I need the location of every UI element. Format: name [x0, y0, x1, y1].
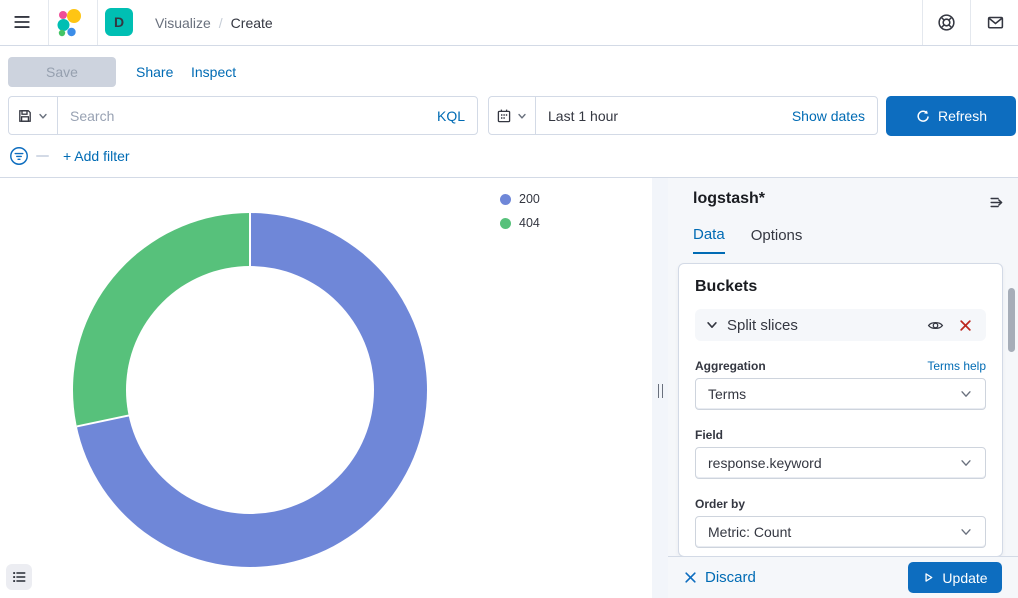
- index-pattern-title: logstash*: [693, 190, 766, 207]
- date-quick-menu-button[interactable]: [489, 97, 536, 134]
- saved-query-menu-button[interactable]: [9, 97, 58, 134]
- legend-label: 200: [519, 192, 540, 206]
- field-value: response.keyword: [708, 455, 822, 471]
- terms-help-link[interactable]: Terms help: [927, 359, 986, 373]
- editor-footer: Discard Update: [668, 556, 1018, 598]
- chevron-down-icon: [961, 391, 971, 397]
- inspect-button[interactable]: Inspect: [191, 57, 236, 87]
- search-input[interactable]: [58, 97, 437, 134]
- chrome-divider: [0, 177, 1018, 178]
- close-x-icon: [685, 572, 696, 583]
- show-dates-button[interactable]: Show dates: [792, 97, 877, 134]
- help-icon[interactable]: [930, 6, 962, 38]
- visualize-toolbar: Save Share Inspect: [0, 46, 1018, 96]
- resizer-grip-icon: [657, 384, 663, 398]
- breadcrumb-create: Create: [230, 14, 273, 31]
- calendar-icon: [497, 109, 511, 122]
- share-button[interactable]: Share: [136, 57, 173, 87]
- tab-options[interactable]: Options: [751, 226, 803, 254]
- legend-toggle-button[interactable]: [6, 564, 32, 590]
- update-label: Update: [942, 569, 988, 586]
- legend-item-404[interactable]: 404: [500, 216, 540, 230]
- pinned-filters-divider: [36, 155, 49, 157]
- refresh-button[interactable]: Refresh: [886, 96, 1016, 136]
- date-picker-group: Last 1 hour Show dates: [488, 96, 878, 135]
- collapse-panel-icon[interactable]: [982, 188, 1010, 216]
- field-select[interactable]: response.keyword: [695, 447, 986, 479]
- split-slices-row[interactable]: Split slices: [695, 309, 986, 341]
- editor-tabs: Data Options: [693, 226, 802, 254]
- legend-label: 404: [519, 216, 540, 230]
- donut-chart[interactable]: [73, 213, 427, 567]
- breadcrumb: Visualize / Create: [155, 0, 273, 45]
- chevron-down-icon: [707, 322, 717, 328]
- nav-divider: [970, 0, 971, 45]
- play-icon: [925, 573, 933, 582]
- filter-options-icon[interactable]: [8, 145, 30, 167]
- query-language-switcher[interactable]: KQL: [436, 107, 465, 124]
- donut-hole: [126, 266, 374, 514]
- order-by-label: Order by: [695, 497, 746, 511]
- filter-bar: + Add filter: [0, 142, 1018, 170]
- legend-swatch: [500, 193, 511, 205]
- nav-divider: [48, 0, 49, 45]
- breadcrumb-separator: /: [218, 14, 223, 31]
- visualization-editor-panel: logstash* Data Options Buckets Split sli…: [668, 178, 1018, 598]
- refresh-icon: [917, 109, 929, 122]
- order-by-select[interactable]: Metric: Count: [695, 516, 986, 548]
- top-navbar: D Visualize / Create: [0, 0, 1018, 46]
- visualization-canvas: 200 404: [0, 178, 652, 598]
- order-by-label-row: Order by: [695, 497, 986, 511]
- legend-swatch: [500, 217, 511, 229]
- time-range-value[interactable]: Last 1 hour: [548, 107, 619, 124]
- query-bar: KQL Last 1 hour Show dates: [0, 96, 1018, 136]
- panel-resizer-handle[interactable]: [652, 178, 668, 598]
- buckets-card: Buckets Split slices: [678, 263, 1003, 557]
- search-group: KQL: [8, 96, 478, 135]
- refresh-label: Refresh: [937, 108, 988, 124]
- remove-bucket-x-icon[interactable]: [954, 314, 976, 336]
- chart-legend: 200 404: [500, 192, 540, 230]
- tab-data[interactable]: Data: [693, 226, 725, 254]
- legend-item-200[interactable]: 200: [500, 192, 540, 206]
- discard-label: Discard: [705, 569, 756, 586]
- update-button[interactable]: Update: [908, 562, 1002, 593]
- toggle-visibility-eye-icon[interactable]: [924, 314, 946, 336]
- elastic-logo-icon[interactable]: [55, 8, 85, 38]
- nav-divider: [97, 0, 98, 45]
- add-filter-button[interactable]: + Add filter: [63, 148, 130, 164]
- discard-button[interactable]: Discard: [684, 569, 756, 586]
- nav-divider: [922, 0, 923, 45]
- order-by-value: Metric: Count: [708, 524, 792, 540]
- bucket-type-label: Split slices: [727, 316, 798, 334]
- chevron-down-icon: [961, 460, 971, 466]
- breadcrumb-visualize[interactable]: Visualize: [155, 14, 211, 31]
- newsfeed-envelope-icon[interactable]: [979, 6, 1011, 38]
- aggregation-select[interactable]: Terms: [695, 378, 986, 410]
- save-button[interactable]: Save: [8, 57, 116, 87]
- field-label: Field: [695, 428, 724, 442]
- aggregation-label: Aggregation: [695, 359, 766, 373]
- save-query-icon: [19, 109, 31, 122]
- list-icon: [13, 572, 26, 582]
- chevron-down-icon: [518, 113, 526, 119]
- chevron-down-icon: [39, 113, 47, 119]
- aggregation-value: Terms: [708, 386, 747, 402]
- menu-hamburger-icon[interactable]: [6, 6, 38, 38]
- field-label-row: Field: [695, 428, 986, 442]
- panel-scrollbar[interactable]: [1008, 288, 1015, 352]
- buckets-title: Buckets: [695, 278, 758, 295]
- space-avatar[interactable]: D: [105, 8, 133, 36]
- aggregation-label-row: Aggregation Terms help: [695, 359, 986, 373]
- chevron-down-icon: [961, 529, 971, 535]
